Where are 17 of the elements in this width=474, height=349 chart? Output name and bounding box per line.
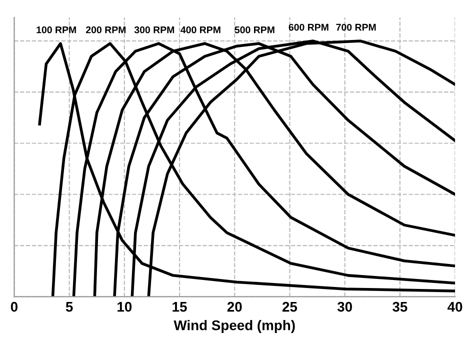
x-tick-label: 25: [282, 302, 298, 312]
x-tick-label: 0: [10, 302, 18, 312]
series-label: 400 RPM: [180, 26, 220, 34]
x-tick-label: 15: [172, 302, 187, 312]
x-tick-label: 20: [227, 302, 242, 312]
x-tick-label: 5: [66, 302, 73, 312]
x-tick-label: 40: [448, 302, 462, 312]
x-axis-title: Wind Speed (mph): [174, 320, 295, 333]
series-label: 500 RPM: [234, 26, 274, 34]
x-tick-label: 30: [337, 302, 352, 312]
series-label: 200 RPM: [86, 26, 126, 34]
x-tick-label: 35: [392, 302, 408, 312]
series-label: 700 RPM: [336, 24, 376, 31]
series-label: 600 RPM: [288, 24, 328, 31]
series-label: 300 RPM: [134, 26, 174, 34]
series-label: 100 RPM: [36, 26, 76, 34]
x-tick-label: 10: [118, 302, 132, 312]
